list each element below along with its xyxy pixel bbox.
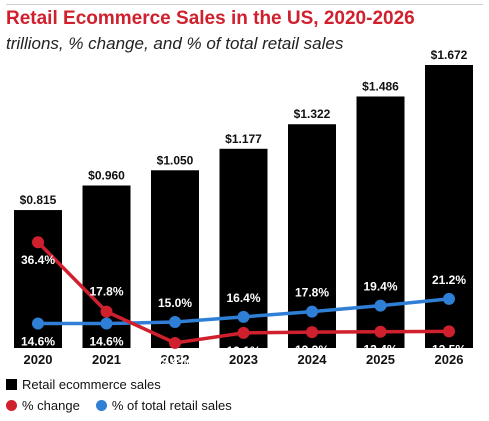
x-tick-2020: 2020 [24, 352, 53, 367]
change-label-2022: 9.4% [161, 354, 189, 368]
x-tick-2025: 2025 [366, 352, 395, 367]
share-label-2025: 19.4% [363, 280, 397, 294]
share-label-2024: 17.8% [295, 286, 329, 300]
bar-label-2023: $1.177 [225, 132, 262, 146]
bar-label-2024: $1.322 [294, 107, 331, 121]
legend-row-2: % change % of total retail sales [6, 395, 248, 416]
change-label-2024: 12.3% [295, 343, 329, 357]
x-tick-2026: 2026 [435, 352, 464, 367]
x-tick-2024: 2024 [298, 352, 328, 367]
bar-label-2021: $0.960 [88, 169, 125, 183]
x-tick-2021: 2021 [92, 352, 121, 367]
x-tick-2022: 2022 [161, 352, 190, 367]
bar-label-2025: $1.486 [362, 79, 399, 93]
share-point-2021 [100, 317, 113, 330]
top-rule [6, 4, 483, 5]
chart-title: Retail Ecommerce Sales in the US, 2020-2… [6, 8, 415, 29]
share-point-2026 [443, 292, 455, 305]
legend-swatch-change [6, 400, 17, 411]
change-point-2026 [443, 325, 455, 338]
share-point-2022 [169, 316, 181, 329]
legend-label-change: % change [22, 398, 80, 413]
share-point-2025 [374, 299, 387, 312]
legend-item-change: % change [6, 398, 80, 413]
bar-2026 [425, 65, 473, 348]
change-point-2022 [169, 336, 181, 349]
chart-subtitle: trillions, % change, and % of total reta… [6, 34, 344, 53]
share-point-2024 [306, 305, 318, 318]
change-label-2026: 12.5% [432, 342, 466, 356]
share-point-2020 [32, 317, 44, 330]
change-point-2021 [100, 305, 113, 318]
legend-row-1: Retail ecommerce sales [6, 374, 248, 395]
legend-label-share: % of total retail sales [111, 398, 232, 413]
change-point-2024 [306, 326, 318, 339]
change-point-2020 [32, 236, 44, 249]
legend-item-share: % of total retail sales [95, 398, 232, 413]
share-label-2021: 14.6% [89, 335, 123, 349]
change-label-2021: 17.8% [89, 285, 123, 299]
change-label-2023: 12.1% [226, 344, 260, 358]
change-point-2025 [374, 325, 387, 338]
x-tick-2023: 2023 [229, 352, 258, 367]
legend-item-sales: Retail ecommerce sales [6, 377, 161, 392]
change-label-2020: 36.4% [21, 253, 55, 267]
legend-swatch-sales [6, 379, 17, 390]
bar-label-2020: $0.815 [20, 193, 57, 207]
legend-swatch-share [95, 400, 107, 411]
share-label-2026: 21.2% [432, 273, 466, 287]
change-point-2023 [237, 326, 250, 339]
legend: Retail ecommerce sales % change % of tot… [6, 374, 248, 416]
change-label-2025: 12.4% [363, 343, 397, 357]
bar-label-2026: $1.672 [431, 48, 468, 62]
share-point-2023 [237, 310, 250, 323]
share-label-2022: 15.0% [158, 296, 192, 310]
share-label-2020: 14.6% [21, 335, 55, 349]
legend-label-sales: Retail ecommerce sales [22, 377, 161, 392]
bar-label-2022: $1.050 [157, 153, 194, 167]
share-label-2023: 16.4% [226, 291, 260, 305]
